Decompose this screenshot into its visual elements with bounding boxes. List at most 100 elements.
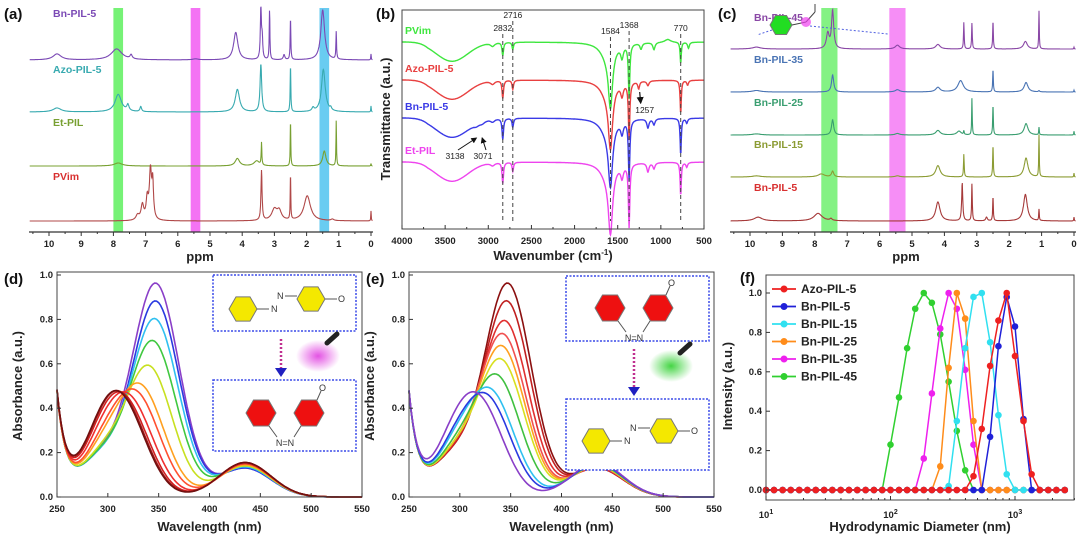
y-tick-label: 1.0 — [392, 270, 405, 281]
nmr-trace — [29, 64, 373, 113]
x-axis-label: Hydrodynamic Diameter (nm) — [829, 519, 1010, 534]
benzene-ring — [769, 15, 793, 35]
legend-label: Bn-PIL-25 — [801, 335, 857, 349]
data-point — [945, 289, 952, 297]
ftir-trace — [402, 161, 704, 237]
isomerization-inset: NN O N=N O — [212, 274, 357, 452]
ch2-highlight — [801, 17, 811, 27]
data-point — [936, 486, 944, 494]
legend-swatch-marker — [780, 320, 788, 328]
data-point — [911, 305, 919, 313]
y-tick-label: 0.6 — [749, 367, 762, 378]
cis-phenyl-ring — [293, 399, 325, 427]
data-point — [961, 315, 969, 322]
data-point — [978, 289, 986, 297]
x-tick-label: 350 — [503, 504, 519, 515]
dls-chart: 101 102 1030.00.20.40.60.81.0Hydrodynamic … — [720, 274, 1075, 534]
nmr-trace — [730, 182, 1076, 222]
nmr-trace — [730, 98, 1076, 136]
arrow-head — [275, 368, 287, 377]
atom-label: O — [668, 278, 675, 288]
legend-label: Bn-PIL-5 — [801, 300, 851, 314]
data-point — [920, 486, 928, 494]
data-point — [1036, 486, 1044, 494]
x-axis-label: Wavelength (nm) — [509, 519, 613, 534]
x-axis-label-text: Wavenumber (cm — [493, 248, 601, 263]
peak-annotation: 2832 — [493, 23, 512, 33]
y-tick-label: 1.0 — [749, 288, 762, 299]
atom-label: O — [338, 294, 345, 304]
data-point — [928, 486, 936, 494]
nmr-chart-2: Bn-PIL-45Bn-PIL-35Bn-PIL-25Bn-PIL-15Bn-P… — [730, 7, 1077, 264]
x-axis-label: Wavenumber (cm-1) — [493, 248, 612, 263]
data-point — [1020, 486, 1027, 494]
highlight-band — [113, 8, 124, 232]
x-tick-label: 350 — [151, 504, 167, 515]
bond — [617, 320, 627, 333]
panel-label-e: (e) — [366, 271, 384, 288]
series-label: Azo-PIL-5 — [405, 63, 454, 75]
cis-phenyl-ring — [642, 294, 674, 322]
x-tick-label: 550 — [706, 504, 722, 515]
series-label: Bn-PIL-35 — [754, 54, 803, 66]
nmr-trace — [29, 164, 373, 222]
pointer-line — [756, 29, 773, 36]
trans-phenyl-ring — [649, 418, 679, 444]
data-point — [945, 378, 952, 385]
x-tick-label: 2 — [304, 239, 309, 250]
x-tick-label: 2000 — [564, 236, 585, 247]
structure-box-bottom — [212, 379, 357, 452]
x-tick-label: 250 — [49, 504, 65, 515]
y-axis-label: Absorbance (a.u.) — [10, 331, 25, 441]
bond — [268, 425, 278, 438]
x-tick-label: 550 — [354, 504, 370, 515]
data-point — [970, 472, 977, 480]
trans-phenyl-ring — [296, 286, 326, 312]
y-tick-label: 0.8 — [40, 314, 53, 325]
highlight-band — [889, 8, 906, 232]
data-point — [978, 425, 986, 433]
series-label: Et-PIL — [405, 145, 436, 157]
y-tick-label: 0.4 — [749, 406, 763, 417]
light-glow — [296, 340, 340, 372]
peak-annotation: 2716 — [503, 10, 522, 20]
x-tick-label: 500 — [696, 236, 712, 247]
x-tick-label: 450 — [604, 504, 620, 515]
data-point — [1028, 486, 1035, 494]
data-point — [887, 486, 894, 494]
data-point — [953, 427, 961, 435]
data-point — [928, 390, 936, 397]
data-point — [945, 364, 952, 372]
data-point — [1003, 289, 1011, 297]
x-tick-exponent: 2 — [894, 509, 898, 516]
nmr-trace — [730, 70, 1076, 93]
data-point — [920, 289, 928, 297]
x-axis-label: ppm — [892, 249, 919, 264]
x-tick-label: 8 — [812, 239, 817, 250]
series-label: Et-PIL — [53, 117, 84, 129]
x-tick-label: 400 — [554, 504, 570, 515]
series-label: Azo-PIL-5 — [53, 64, 102, 76]
bond — [665, 285, 671, 296]
peak-annotation: 1584 — [601, 26, 620, 36]
peak-annotation: 3071 — [474, 151, 493, 161]
x-tick-label: 5 — [909, 239, 915, 250]
x-tick-label: 3500 — [435, 236, 456, 247]
trans-phenyl-ring — [228, 296, 258, 322]
x-tick-label: 300 — [452, 504, 468, 515]
data-point — [945, 486, 952, 494]
y-tick-label: 0.2 — [749, 446, 762, 457]
atom-label: O — [319, 383, 326, 393]
highlight-band — [190, 8, 201, 232]
bond — [642, 320, 651, 333]
x-tick-label: 2 — [1007, 239, 1012, 250]
legend-swatch-marker — [780, 303, 788, 310]
x-tick-label: 10 — [44, 239, 55, 250]
nmr-trace — [29, 6, 373, 61]
data-point — [870, 486, 878, 494]
ftir-chart: PVimAzo-PIL-5Bn-PIL-5Et-PIL2832271615841… — [378, 9, 712, 263]
x-tick-exponent: 3 — [1018, 509, 1022, 516]
data-point — [795, 486, 803, 494]
